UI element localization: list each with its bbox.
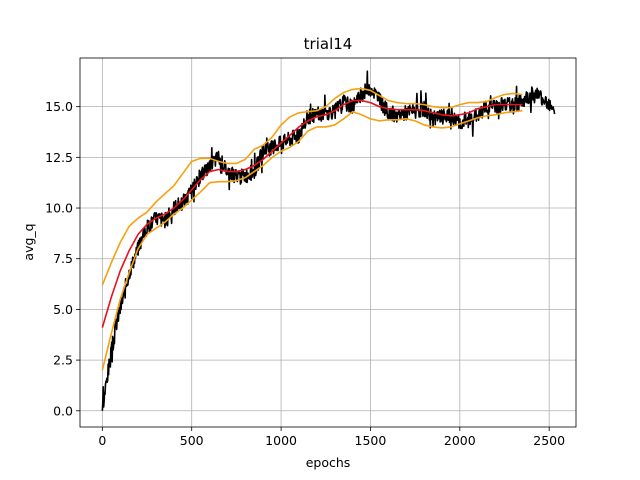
y-tick-label: 15.0 <box>45 99 73 114</box>
raw-series-line <box>101 70 556 411</box>
y-tick-label: 0.0 <box>53 403 73 418</box>
x-tick-label: 2500 <box>533 433 565 448</box>
y-tick-label: 5.0 <box>53 302 73 317</box>
y-tick-label: 12.5 <box>45 150 73 165</box>
x-tick-label: 500 <box>180 433 204 448</box>
ticks: 0 500 1000 1500 2000 2500 0.0 2.5 5.0 7.5 10.0 12.5… <box>45 99 565 448</box>
x-tick-label: 1000 <box>265 433 297 448</box>
grid <box>80 58 576 427</box>
mean-series-line <box>101 99 523 328</box>
series-layer <box>101 70 556 411</box>
x-axis-label: epochs <box>306 455 351 470</box>
x-tick-label: 0 <box>98 433 106 448</box>
y-tick-label: 2.5 <box>53 353 73 368</box>
axes-frame <box>79 57 577 428</box>
upper-series-line <box>101 87 523 286</box>
y-tick-label: 7.5 <box>53 251 73 266</box>
lower-series-line <box>101 109 523 371</box>
x-tick-label: 2000 <box>444 433 476 448</box>
chart-title: trial14 <box>304 35 353 53</box>
y-tick-label: 10.0 <box>45 201 73 216</box>
y-axis-label: avg_q <box>21 223 36 260</box>
x-tick-label: 1500 <box>355 433 387 448</box>
